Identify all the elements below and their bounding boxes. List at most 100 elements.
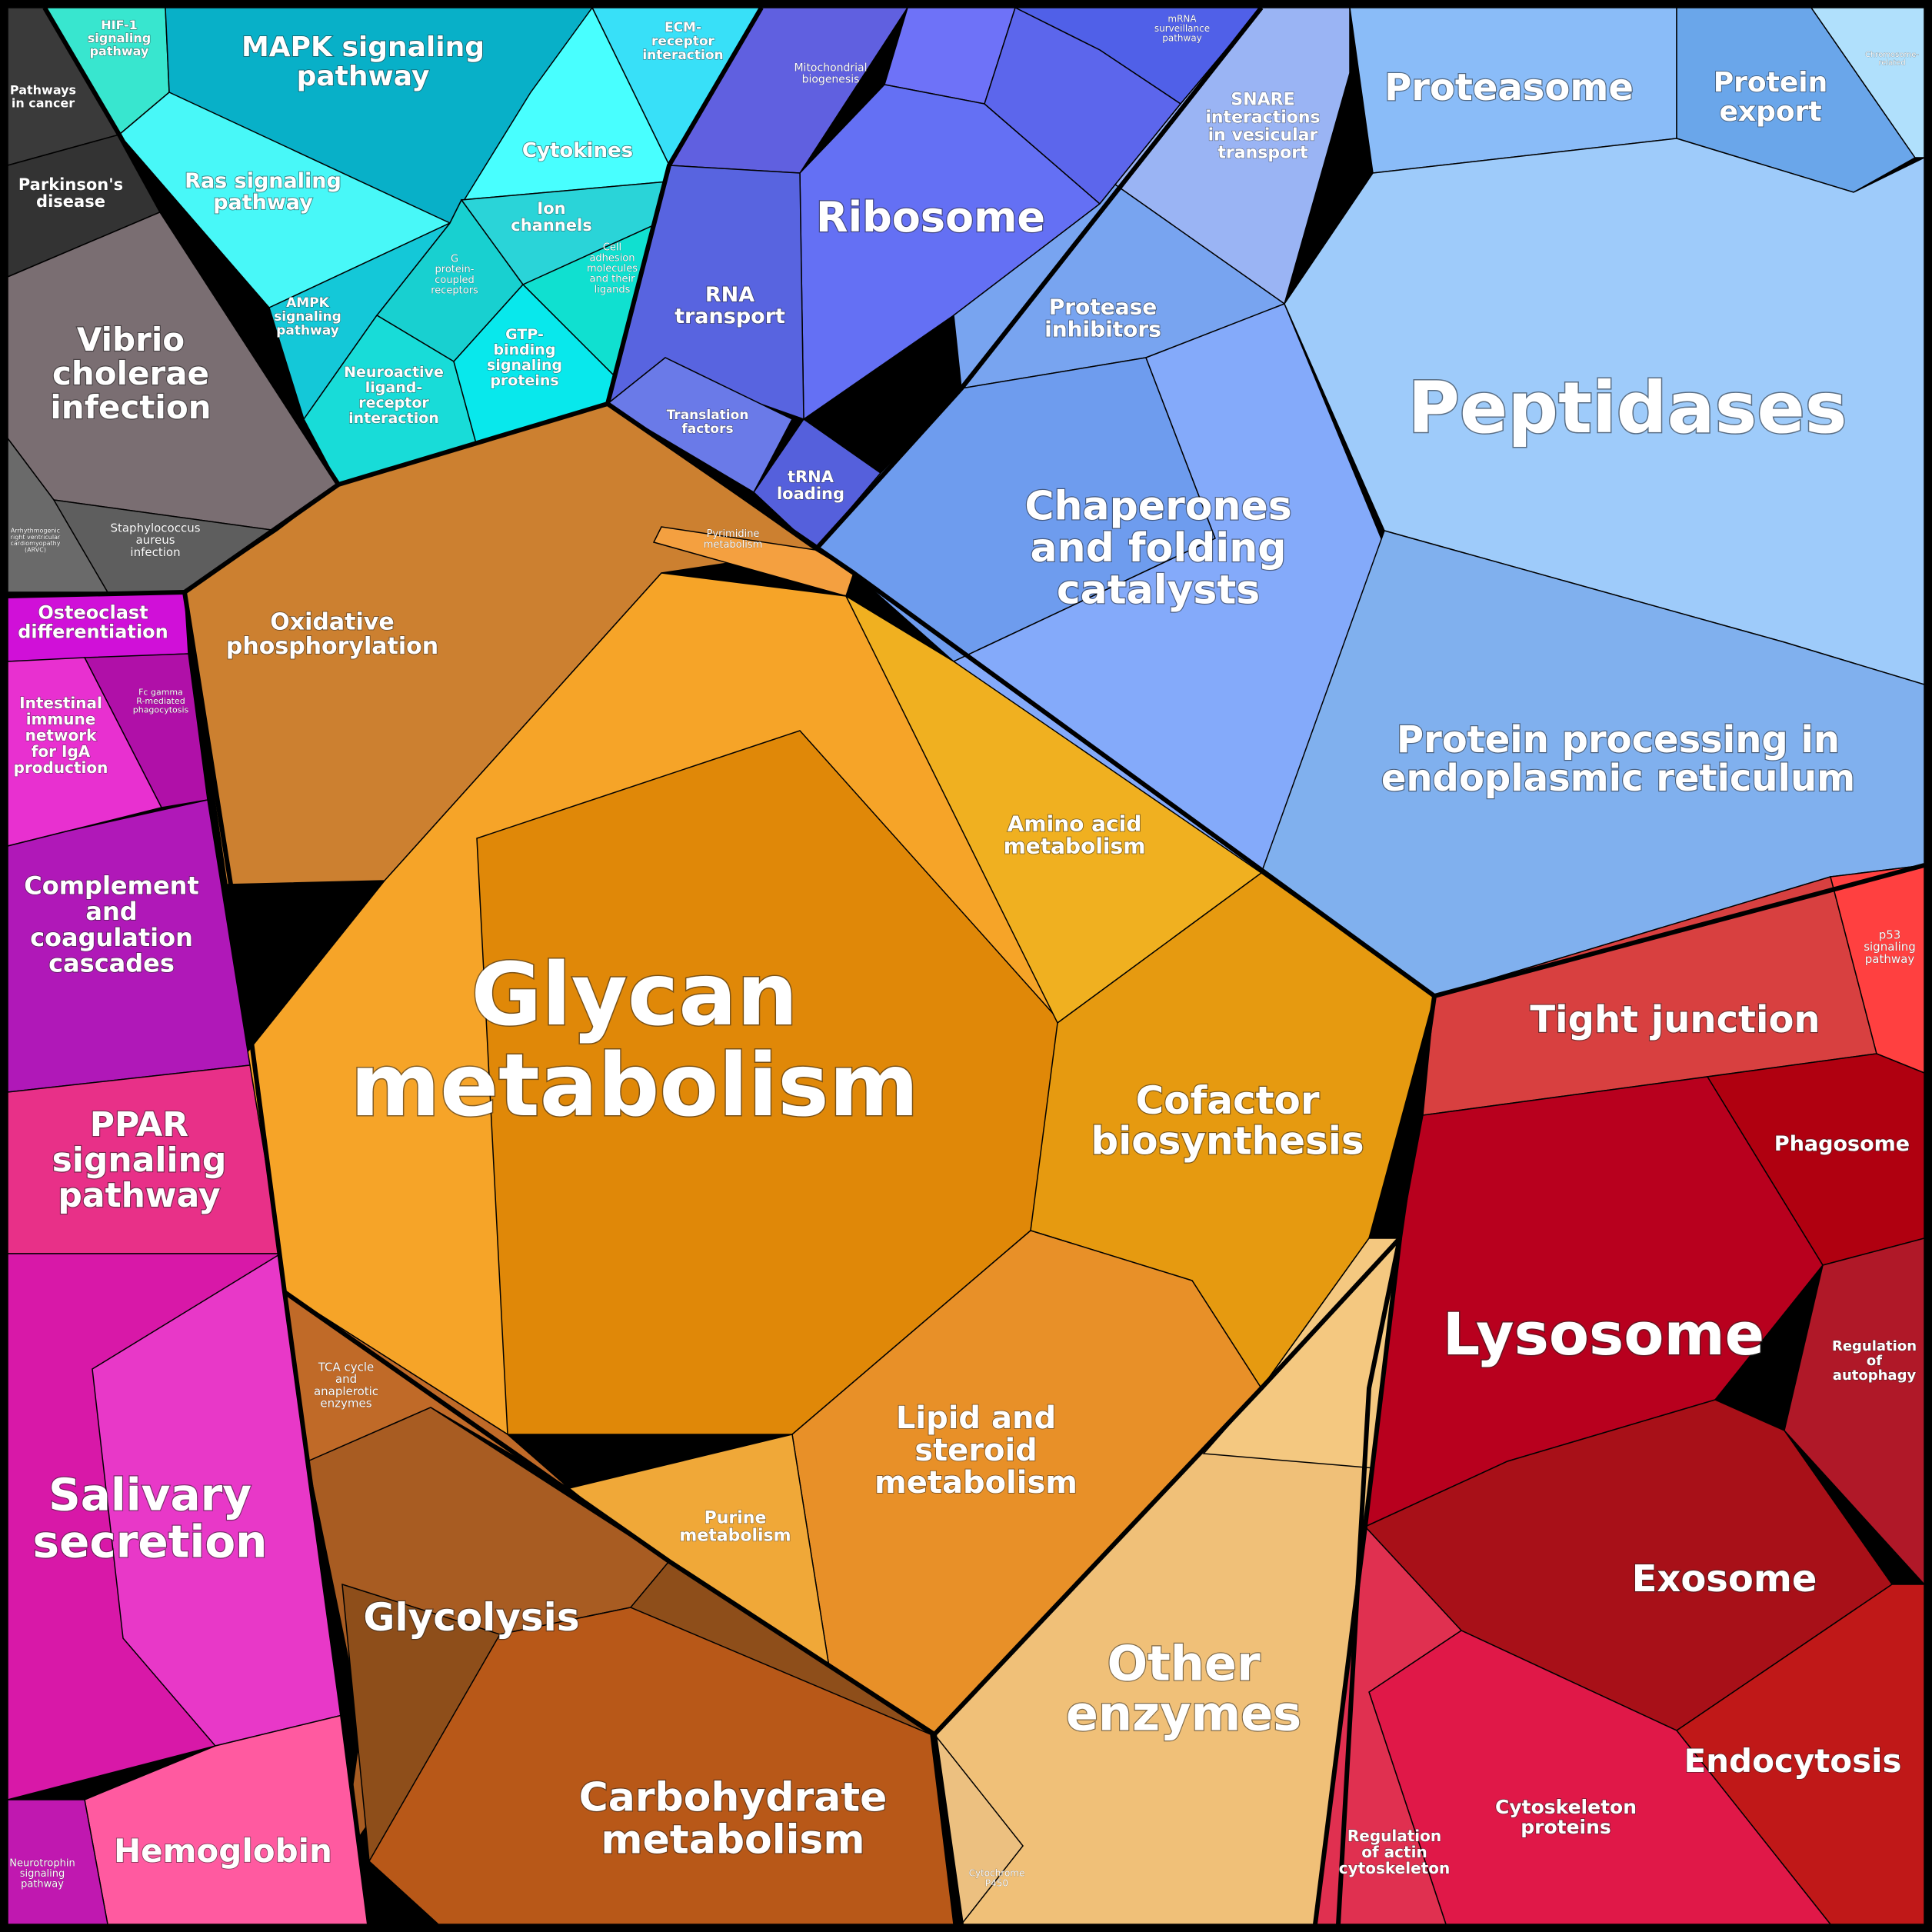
label-line: pathway [276, 323, 339, 338]
label-line: in cancer [12, 95, 75, 110]
label-line: Cytokines [522, 139, 633, 162]
label-line: binding [494, 341, 556, 358]
label-line: Pyrimidine [707, 528, 760, 540]
label-line: cytoskeleton [1339, 1859, 1450, 1877]
label-line: Translation [667, 408, 749, 423]
label-line: metabolism [350, 1036, 918, 1136]
cell-neurotrophin[interactable] [7, 1799, 108, 1925]
label-line: Cofactor [1135, 1078, 1319, 1122]
label-line: pathway [21, 1878, 64, 1890]
label-line: Glycan [471, 945, 798, 1045]
label-line: Purine [705, 1508, 767, 1527]
label-line: Protease [1049, 294, 1158, 319]
label-line: receptor [358, 394, 429, 411]
label-line: Protein processing in [1397, 718, 1840, 761]
label-line: of actin [1361, 1843, 1427, 1861]
label-osteoclast: Osteoclast differentiation [18, 601, 168, 642]
label-line: secretion [33, 1516, 268, 1568]
label-line: channels [511, 216, 591, 235]
label-line: adhesion [589, 252, 635, 264]
label-line: Intestinal [19, 694, 102, 712]
label-line: Regulation [1347, 1827, 1441, 1845]
label-line: pathway [1162, 32, 1202, 43]
border-blue-lightblue [813, 6, 1264, 552]
label-line: G [451, 253, 458, 265]
label-line: molecules [587, 263, 638, 275]
label-line: tRNA [788, 468, 834, 486]
label-line: pathway [58, 1176, 220, 1215]
label-line: Chaperones [1024, 483, 1291, 529]
cell-ribosome-b[interactable] [984, 6, 1182, 205]
label-cytokines: Cytokines [522, 139, 633, 162]
label-line: (ARVC) [25, 546, 46, 553]
cell-carbohydrate[interactable] [368, 1607, 954, 1925]
label-line: metabolism [1004, 834, 1146, 859]
label-amino-acid: Amino acid metabolism [1004, 811, 1146, 858]
border-dark-magenta [7, 590, 185, 598]
border-enzymes-right [932, 1734, 964, 1925]
label-line: export [1719, 96, 1821, 128]
label-line: ligands [595, 284, 631, 295]
label-line: production [14, 758, 108, 777]
label-pyrimidine: Pyrimidine metabolism [704, 528, 763, 551]
label-line: enzymes [320, 1396, 371, 1410]
label-line: receptors [431, 285, 478, 296]
label-line: aureus [135, 533, 175, 547]
label-line: transport [1217, 144, 1308, 163]
label-chromosome: Chromosome-related [1865, 51, 1919, 68]
label-line: Lipid and [896, 1401, 1056, 1436]
label-line: and [335, 1372, 357, 1386]
label-line: signaling [1864, 940, 1916, 954]
label-fc-gamma: Fc gamma R-mediated phagocytosis [133, 687, 189, 715]
border-glycan-enzymes [932, 1236, 1402, 1737]
label-peptidases: Peptidases [1407, 367, 1847, 449]
label-line: PPAR [90, 1105, 188, 1144]
cell-intestinal[interactable] [7, 657, 163, 847]
label-line: Osteoclast [38, 601, 148, 623]
label-line: coagulation [30, 923, 193, 952]
label-neurotrophin: Neurotrophin signaling pathway [9, 1857, 75, 1890]
label-autophagy: Regulation of autophagy [1832, 1338, 1917, 1384]
label-staph: Staphylococcus aureus infection [110, 521, 200, 559]
label-line: GTP- [505, 326, 544, 343]
label-intestinal: Intestinal immune network for IgA production [14, 694, 108, 777]
label-line: Ion [537, 199, 565, 218]
cell-pyrimidine[interactable] [652, 526, 854, 597]
label-line: p53 [1879, 928, 1901, 941]
label-mapk: MAPK signaling pathway [242, 32, 485, 92]
label-line: RNA [705, 282, 754, 306]
label-snare: SNARE interactions in vesicular transport [1205, 90, 1320, 162]
label-line: related [1878, 58, 1905, 67]
label-line: pathway [213, 191, 313, 215]
label-line: Fc gamma [138, 687, 183, 697]
label-line: pathway [90, 43, 149, 58]
label-line: ligand- [365, 379, 422, 396]
labels: HIF-1 signaling pathway MAPK signaling pathw… [9, 13, 1920, 1890]
label-line: Salivary [48, 1469, 251, 1521]
label-oxphos: Oxidative phosphorylation [226, 608, 438, 660]
label-line: cascades [48, 948, 175, 978]
label-line: Ras signaling [185, 168, 341, 192]
label-line: endoplasmic reticulum [1381, 757, 1855, 800]
label-line: Carbohydrate [579, 1775, 888, 1821]
label-rna-transport: RNA transport [675, 282, 785, 328]
label-line: metabolism [704, 538, 763, 550]
label-chaperones: Chaperones and folding catalysts [1024, 483, 1291, 613]
border-cyan-blue [605, 6, 764, 405]
label-ribosome: Ribosome [816, 193, 1045, 242]
label-cell-adhesion: Cell adhesion molecules and their ligands [587, 242, 638, 295]
cell-protein-export[interactable] [1676, 7, 1917, 193]
label-line: Neurotrophin [9, 1857, 75, 1869]
label-line: signaling [52, 1141, 227, 1180]
label-line: catalysts [1057, 568, 1260, 614]
label-protein-proc: Protein processing in endoplasmic reticul… [1381, 718, 1855, 800]
label-mito-bio: Mitochondrial biogenesis [794, 62, 867, 86]
label-lysosome: Lysosome [1443, 1300, 1764, 1368]
label-line: phagocytosis [133, 705, 189, 715]
label-line: coupled [435, 274, 474, 285]
cell-complement[interactable] [7, 799, 251, 1093]
label-line: surveillance [1154, 23, 1210, 34]
